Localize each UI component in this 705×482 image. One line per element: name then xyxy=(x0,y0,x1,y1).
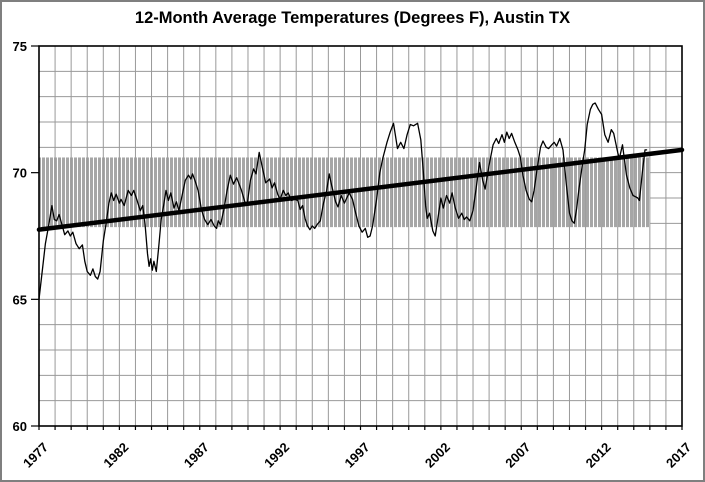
x-tick-label: 2007 xyxy=(502,440,533,471)
y-tick-label: 70 xyxy=(13,166,27,181)
x-axis-labels: 1977 1982 1987 1992 1997 2002 2007 2012 2017 xyxy=(20,440,694,471)
x-tick-label: 1997 xyxy=(342,440,373,471)
x-tick-label: 1992 xyxy=(261,440,292,471)
y-axis-labels: 60 65 70 75 xyxy=(13,39,27,434)
vertical-gridlines xyxy=(38,46,683,426)
x-tick-label: 1982 xyxy=(100,440,131,471)
y-tick-label: 60 xyxy=(13,419,27,434)
x-tick-label: 1977 xyxy=(20,440,51,471)
y-tick-label: 75 xyxy=(13,39,27,54)
axis-ticks xyxy=(31,45,683,430)
x-tick-label: 2002 xyxy=(422,440,453,471)
trend-line xyxy=(36,147,685,232)
x-tick-label: 2012 xyxy=(583,440,614,471)
chart-title: 12-Month Average Temperatures (Degrees F… xyxy=(134,9,571,27)
x-tick-label: 1987 xyxy=(181,440,212,471)
plot-frame xyxy=(38,45,683,427)
y-tick-label: 65 xyxy=(13,292,27,307)
x-tick-label: 2017 xyxy=(663,440,694,471)
